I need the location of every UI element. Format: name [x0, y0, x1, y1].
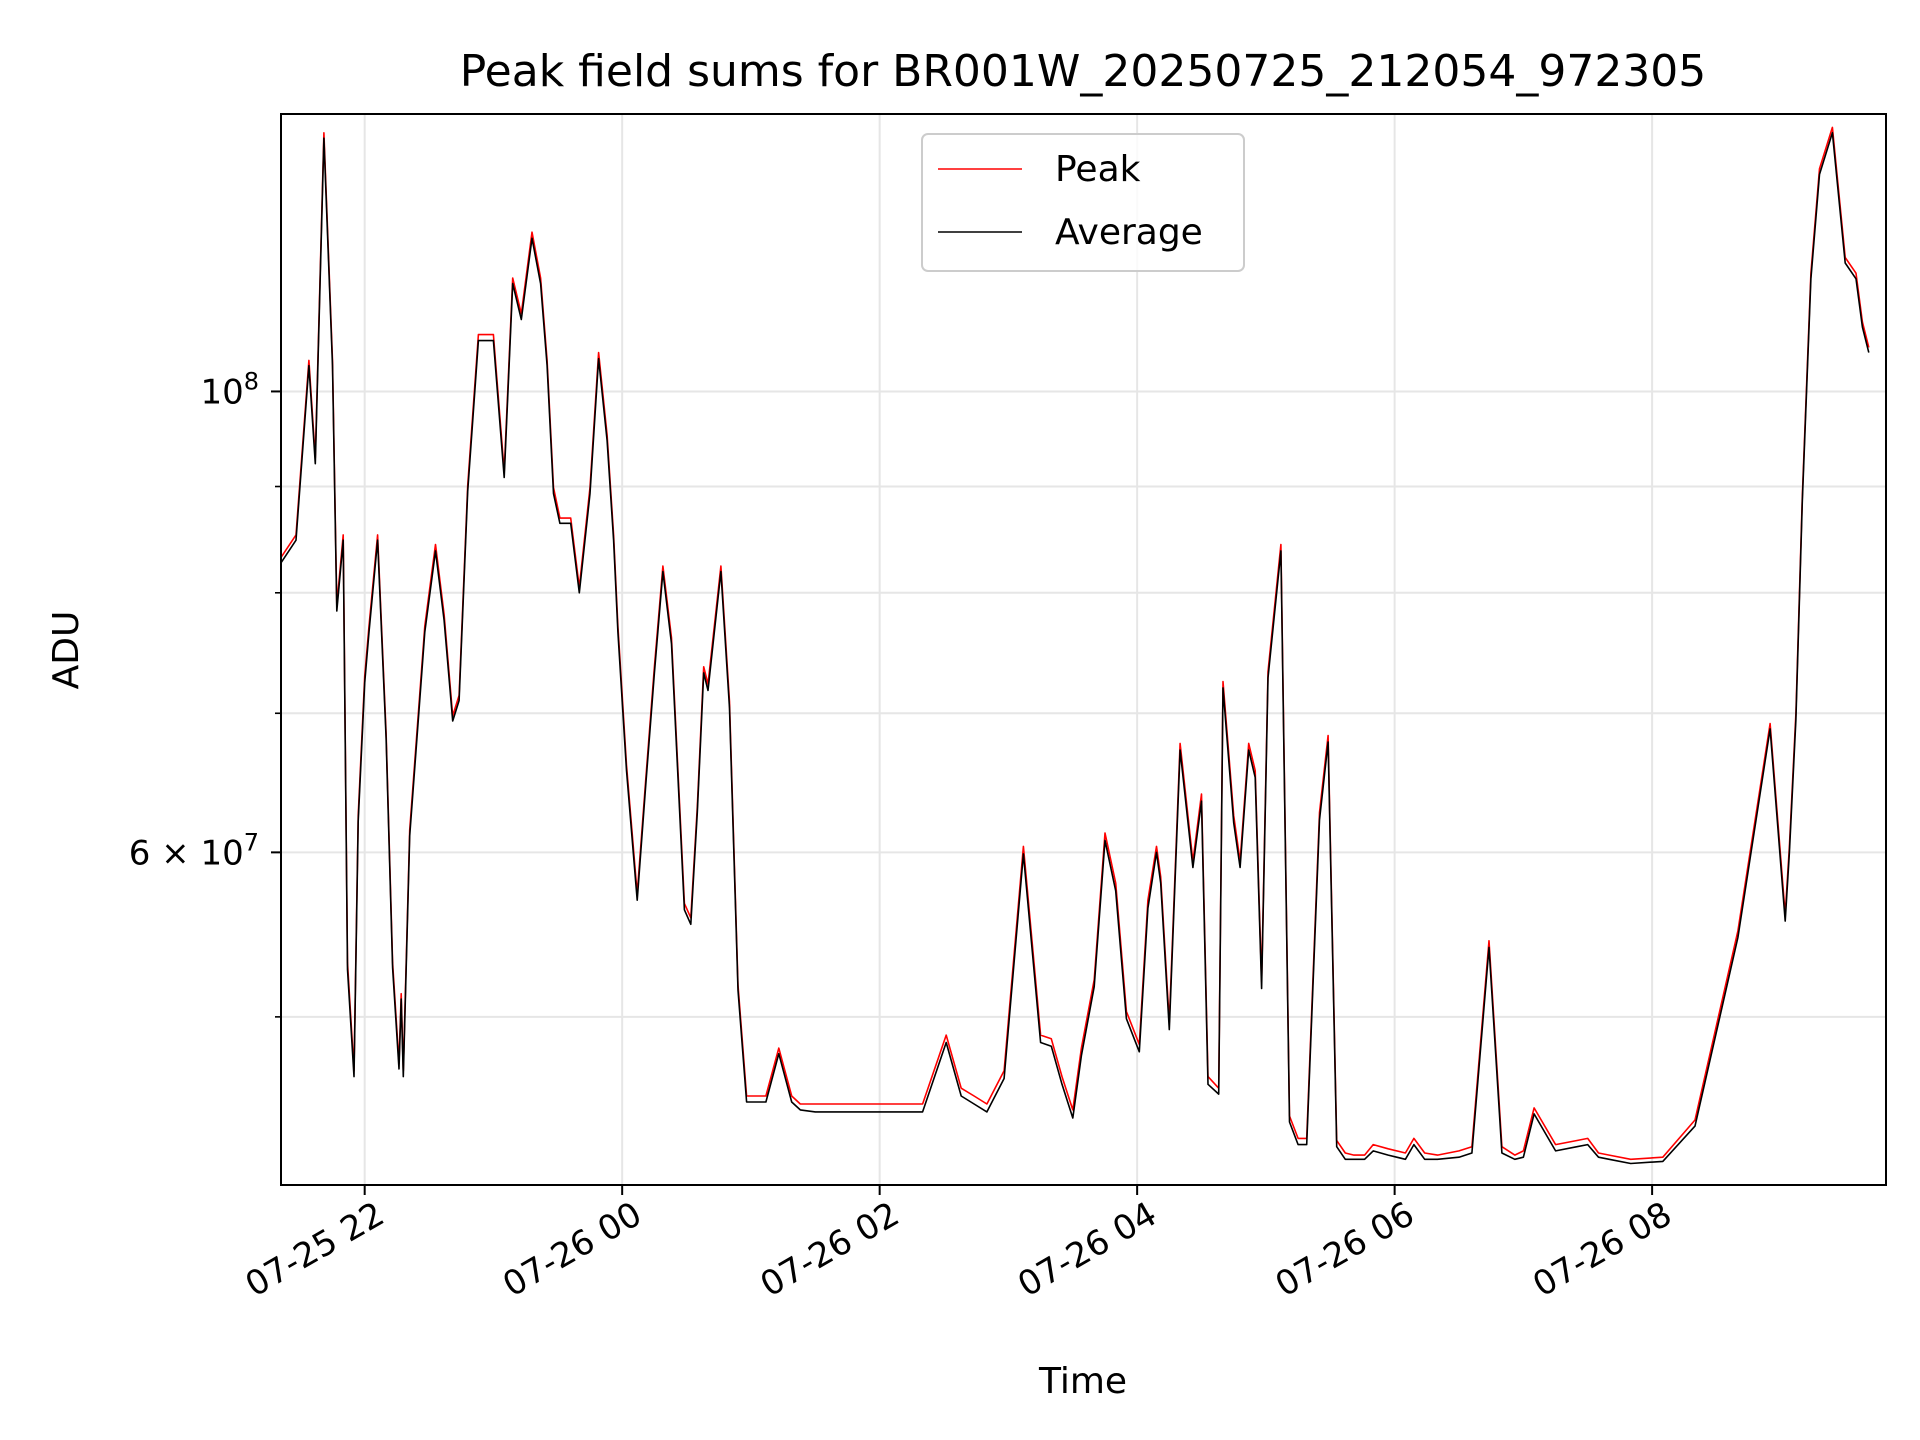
- grid-lines: [281, 114, 1886, 1185]
- y-tick-label-0: 108: [200, 367, 259, 412]
- x-axis-label: Time: [1038, 1361, 1127, 1402]
- x-tick-label-5: 07-26 08: [1526, 1194, 1678, 1305]
- chart-title: Peak field sums for BR001W_20250725_2120…: [460, 46, 1707, 97]
- plot-frame: [280, 113, 1887, 1186]
- x-tick-label-2: 07-26 02: [754, 1194, 906, 1305]
- legend-label-average: Average: [1055, 212, 1203, 253]
- y-axis-label: ADU: [46, 611, 87, 690]
- x-tick-label-3: 07-26 04: [1011, 1194, 1163, 1305]
- x-tick-label-0: 07-25 22: [239, 1194, 391, 1305]
- y-tick-label-1: 6 × 107: [129, 828, 259, 873]
- x-tick-label-4: 07-26 06: [1269, 1194, 1421, 1305]
- series-line-peak: [281, 126, 1870, 1161]
- legend-label-peak: Peak: [1055, 149, 1141, 190]
- x-axis-ticks: 07-25 22 07-26 00 07-26 02 07-26 04 07-26 06…: [239, 1185, 1679, 1305]
- plot-lines: [281, 126, 1870, 1165]
- y-axis-ticks: 108 6 × 107: [129, 367, 281, 1018]
- x-tick-label-1: 07-26 00: [496, 1194, 648, 1305]
- series-line-average: [281, 132, 1870, 1165]
- legend: Peak Average: [921, 133, 1245, 272]
